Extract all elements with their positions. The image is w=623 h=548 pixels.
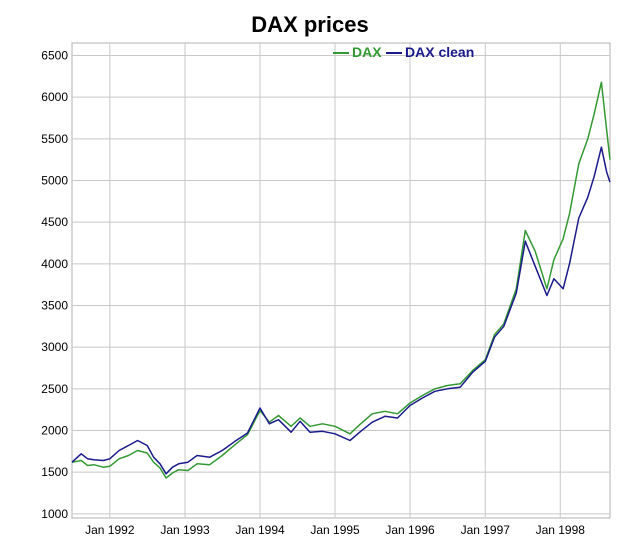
legend-label-dax: DAX bbox=[352, 44, 382, 60]
y-tick-label: 2500 bbox=[41, 382, 68, 396]
series-lines bbox=[71, 81, 611, 479]
y-tick-label: 4500 bbox=[41, 215, 68, 229]
y-tick-label: 6000 bbox=[41, 90, 68, 104]
series-line-dax bbox=[71, 81, 611, 479]
y-tick-label: 2000 bbox=[41, 424, 68, 438]
plot-border bbox=[71, 42, 611, 519]
y-tick-label: 3500 bbox=[41, 299, 68, 313]
x-tick-label: Jan 1994 bbox=[235, 523, 285, 537]
x-tick-label: Jan 1998 bbox=[536, 523, 586, 537]
x-axis: Jan 1992 Jan 1993 Jan 1994 Jan 1995 Jan 1996… bbox=[85, 523, 585, 537]
x-tick-label: Jan 1996 bbox=[385, 523, 435, 537]
y-axis: 1000 1500 2000 2500 3000 3500 4000 4500 5000 5500… bbox=[41, 49, 68, 521]
y-tick-label: 5000 bbox=[41, 174, 68, 188]
y-tick-label: 4000 bbox=[41, 257, 68, 271]
x-tick-label: Jan 1995 bbox=[310, 523, 360, 537]
plot-area bbox=[71, 42, 611, 519]
y-tick-label: 6500 bbox=[41, 49, 68, 63]
y-tick-label: 5500 bbox=[41, 132, 68, 146]
y-tick-label: 1500 bbox=[41, 465, 68, 479]
grid-lines bbox=[72, 43, 610, 518]
legend-label-dax-clean: DAX clean bbox=[405, 44, 474, 60]
x-tick-label: Jan 1997 bbox=[461, 523, 511, 537]
series-line-dax-clean bbox=[71, 146, 611, 475]
y-tick-label: 3000 bbox=[41, 340, 68, 354]
legend: DAX DAX clean bbox=[333, 44, 474, 60]
chart-title: DAX prices bbox=[251, 12, 368, 37]
x-tick-label: Jan 1993 bbox=[160, 523, 210, 537]
x-tick-label: Jan 1992 bbox=[85, 523, 135, 537]
y-tick-label: 1000 bbox=[41, 507, 68, 521]
